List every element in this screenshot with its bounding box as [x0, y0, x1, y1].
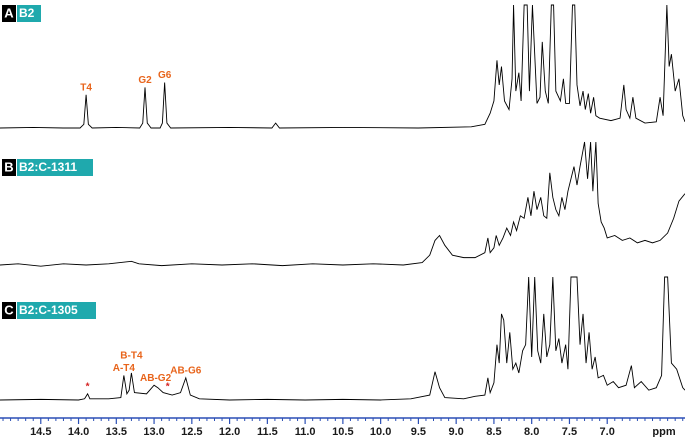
peak-label: T4 — [80, 82, 92, 93]
panel-letter: A — [4, 5, 14, 20]
x-tick-label: 9.5 — [411, 426, 426, 437]
x-tick-label: 14.5 — [30, 426, 51, 437]
peak-label: A-T4 — [113, 363, 136, 374]
x-tick-label: 12.0 — [219, 426, 240, 437]
x-tick-label: 12.5 — [181, 426, 202, 437]
panel-letter-box — [2, 302, 16, 319]
peak-label: AB-G6 — [170, 366, 202, 377]
x-tick-label: 8.0 — [524, 426, 539, 437]
panel-name-box — [17, 302, 96, 319]
peak-label: * — [166, 381, 170, 392]
x-tick-label: 13.5 — [106, 426, 127, 437]
x-tick-label: 10.5 — [332, 426, 353, 437]
panel-name: B2 — [19, 6, 35, 20]
x-tick-label: 11.0 — [295, 426, 316, 437]
peak-label: B-T4 — [120, 351, 143, 362]
panel-letter-box — [2, 159, 16, 176]
panel-letter-box — [2, 5, 16, 22]
x-axis-label: ppm — [652, 426, 675, 437]
x-tick-label: 9.0 — [449, 426, 464, 437]
peak-label: G6 — [158, 70, 172, 81]
x-tick-label: 8.5 — [486, 426, 501, 437]
panel-name-box — [17, 5, 41, 22]
spectrum-trace — [0, 4, 685, 129]
panel-name-box — [17, 159, 93, 176]
x-tick-label: 10.0 — [370, 426, 391, 437]
spectrum-trace — [0, 141, 685, 267]
x-tick-label: 7.5 — [562, 426, 577, 437]
x-tick-label: 13.0 — [143, 426, 164, 437]
x-tick-label: 11.5 — [257, 426, 278, 437]
peak-label: * — [86, 381, 90, 392]
panel-name: B2:C-1311 — [19, 160, 77, 174]
peak-label: AB-G2 — [140, 373, 172, 384]
panel-letter: C — [4, 302, 14, 317]
panel-name: B2:C-1305 — [19, 303, 78, 317]
spectrum-trace — [0, 276, 685, 401]
panel-letter: B — [4, 159, 13, 174]
x-tick-label: 7.0 — [600, 426, 615, 437]
x-tick-label: 14.0 — [68, 426, 89, 437]
peak-label: G2 — [138, 75, 152, 86]
